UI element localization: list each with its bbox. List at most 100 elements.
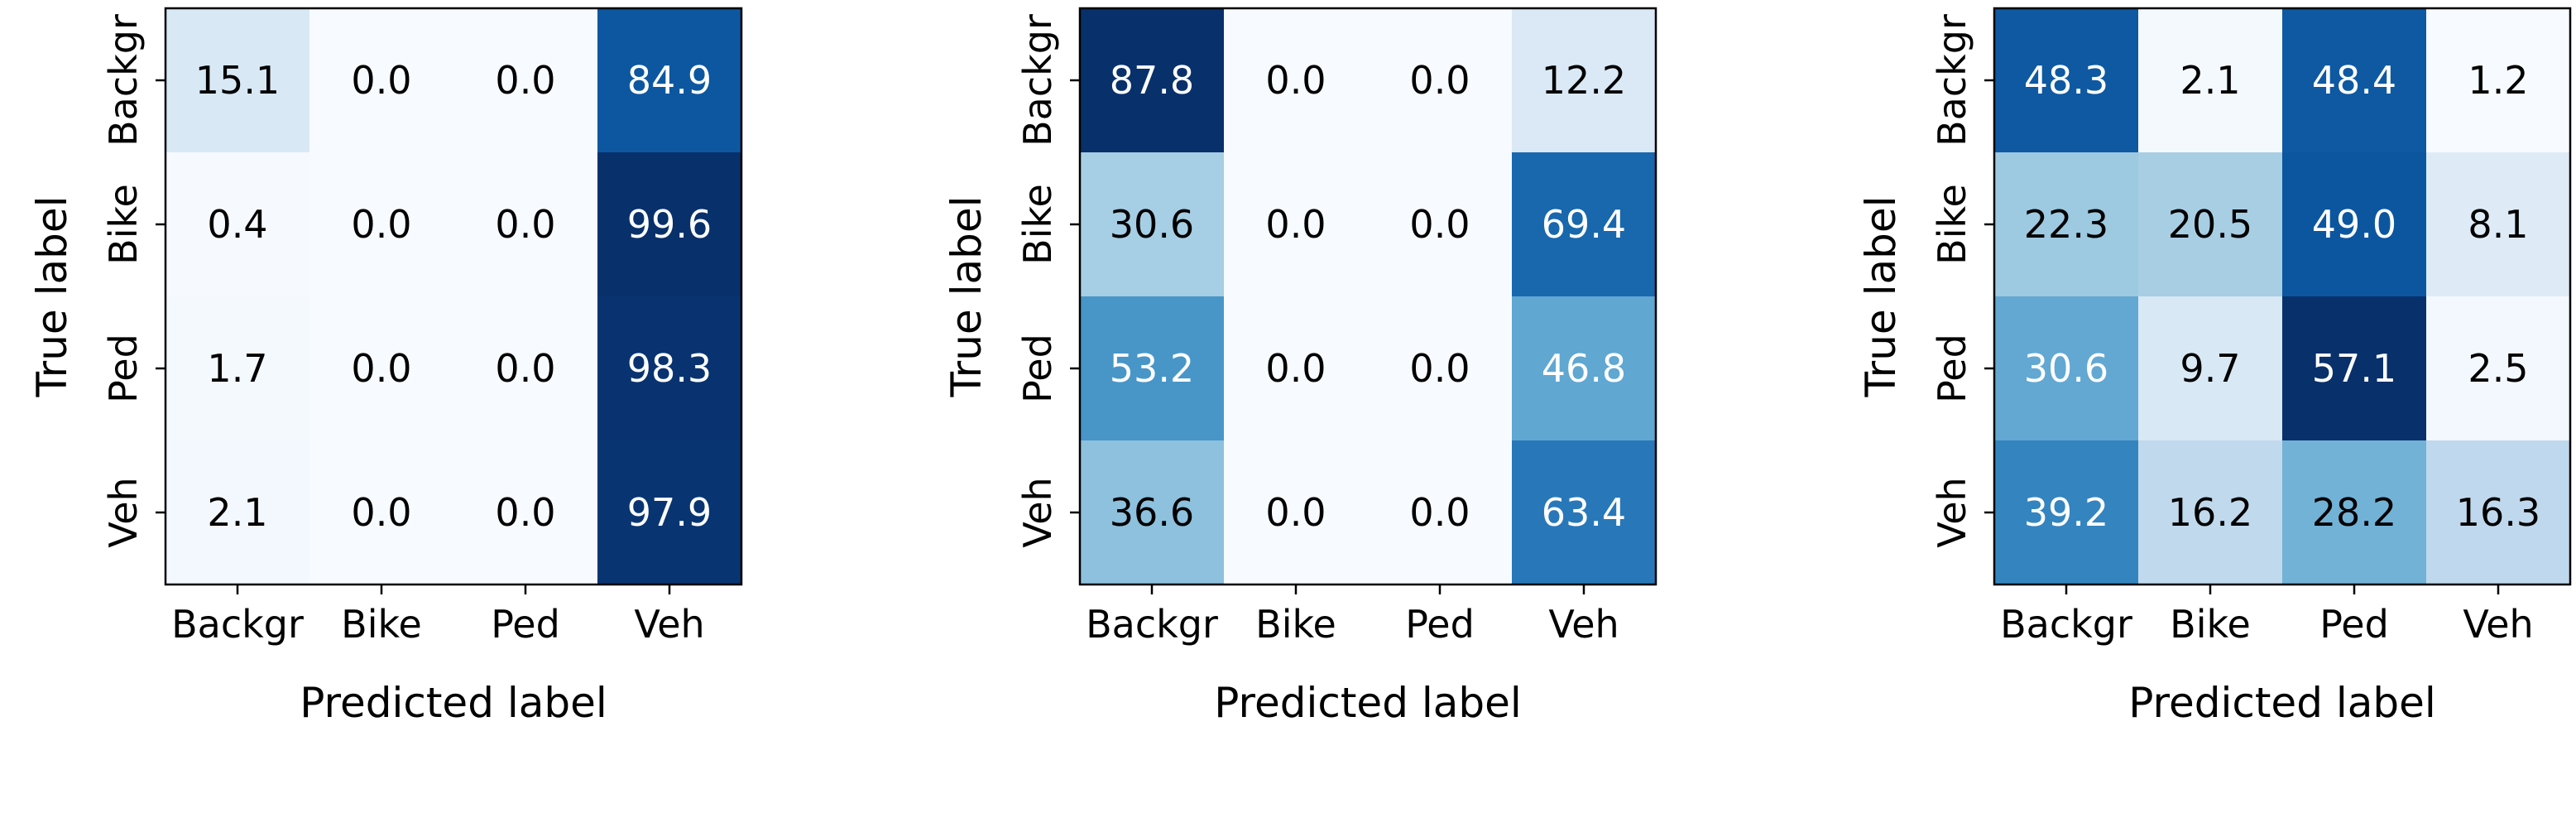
heatmap-cell (2138, 296, 2282, 440)
cell-value-label: 30.6 (2024, 346, 2108, 391)
cell-value-label: 53.2 (1110, 346, 1194, 391)
heatmap-cell (1512, 440, 1656, 584)
cell-value-label: 98.3 (627, 346, 712, 391)
cell-value-label: 97.9 (627, 490, 712, 535)
cell-value-label: 63.4 (1542, 490, 1626, 535)
heatmap-cell (1080, 152, 1224, 296)
cell-value-label: 0.0 (1265, 346, 1326, 391)
y-tick-label: Ped (1015, 334, 1060, 403)
heatmap-cell (1224, 152, 1368, 296)
x-tick-label: Backgr (1086, 602, 1218, 647)
cell-value-label: 0.0 (351, 58, 411, 103)
cell-value-label: 0.0 (1265, 202, 1326, 247)
cell-value-label: 20.5 (2168, 202, 2252, 247)
heatmap-cell (453, 296, 597, 440)
x-tick-label: Veh (634, 602, 704, 647)
cell-value-label: 15.1 (195, 58, 280, 103)
cell-value-label: 2.1 (2180, 58, 2240, 103)
x-axis-label: Predicted label (300, 679, 607, 727)
cell-value-label: 69.4 (1542, 202, 1626, 247)
cell-value-label: 0.0 (1265, 58, 1326, 103)
cell-value-label: 57.1 (2312, 346, 2396, 391)
heatmap-cell (1368, 8, 1512, 152)
cell-value-label: 12.2 (1542, 58, 1626, 103)
heatmap-cell (2426, 152, 2570, 296)
heatmap-cell (309, 8, 453, 152)
cell-value-label: 0.0 (495, 346, 555, 391)
heatmap-cell (165, 296, 309, 440)
y-tick-label: Ped (1930, 334, 1974, 403)
heatmap-panel-1: Veh Weights15.10.00.084.90.40.00.099.61.… (28, 7, 743, 727)
cell-value-label: 2.5 (2468, 346, 2528, 391)
x-tick-label: Bike (1255, 602, 1336, 647)
heatmap-cell (1994, 296, 2138, 440)
heatmap-cell (1512, 152, 1656, 296)
cell-value-label: 0.0 (351, 202, 411, 247)
y-tick-label: Bike (1930, 184, 1974, 265)
x-tick-label: Ped (1405, 602, 1475, 647)
heatmap-cell (453, 440, 597, 584)
heatmap-cell (165, 152, 309, 296)
cell-value-label: 0.4 (207, 202, 267, 247)
cell-value-label: 46.8 (1542, 346, 1626, 391)
heatmap-cell (1994, 152, 2138, 296)
y-tick-label: Ped (101, 334, 146, 403)
cell-value-label: 16.3 (2456, 490, 2540, 535)
heatmap-cell (2426, 440, 2570, 584)
heatmap-cell (1512, 296, 1656, 440)
heatmap-cell (1224, 440, 1368, 584)
heatmap-cell (1368, 152, 1512, 296)
heatmap-cell (2282, 296, 2426, 440)
heatmap-cell (1512, 8, 1656, 152)
heatmap-cell (1080, 440, 1224, 584)
y-tick-label: Backgr (1015, 14, 1060, 147)
cell-value-label: 28.2 (2312, 490, 2396, 535)
x-tick-label: Veh (2463, 602, 2533, 647)
x-tick-label: Ped (2319, 602, 2389, 647)
heatmap-cell (1080, 8, 1224, 152)
heatmap-cell (597, 296, 741, 440)
heatmap-cell (2138, 152, 2282, 296)
heatmap-panel-3: Distributed Weights48.32.148.41.222.320.… (1857, 7, 2572, 727)
y-tick-label: Backgr (1930, 14, 1974, 147)
heatmap-cell (2426, 8, 2570, 152)
x-axis-label: Predicted label (2128, 679, 2436, 727)
heatmap-cell (2138, 8, 2282, 152)
heatmap-cell (597, 8, 741, 152)
heatmap-cell (597, 152, 741, 296)
heatmap-cell (309, 440, 453, 584)
cell-value-label: 0.0 (495, 202, 555, 247)
plot-frame (164, 7, 743, 586)
cell-value-label: 49.0 (2312, 202, 2396, 247)
y-tick-label: Veh (1930, 477, 1974, 547)
cell-value-label: 36.6 (1110, 490, 1194, 535)
heatmap-cell (453, 152, 597, 296)
heatmap-cell (2282, 440, 2426, 584)
cell-value-label: 1.2 (2468, 58, 2528, 103)
plot-frame (1078, 7, 1657, 586)
cell-value-label: 22.3 (2024, 202, 2108, 247)
cell-value-label: 48.4 (2312, 58, 2396, 103)
cell-value-label: 0.0 (1409, 346, 1470, 391)
heatmap-cell (1080, 296, 1224, 440)
heatmap-cell (165, 8, 309, 152)
x-tick-label: Veh (1548, 602, 1619, 647)
y-axis-label: True label (1857, 195, 1905, 397)
cell-value-label: 0.0 (351, 490, 411, 535)
cell-value-label: 87.8 (1110, 58, 1194, 103)
heatmap-cell (165, 440, 309, 584)
cell-value-label: 0.0 (1409, 202, 1470, 247)
x-axis-label: Predicted label (1214, 679, 1522, 727)
heatmap-cell (1368, 440, 1512, 584)
heatmap-cell (2282, 152, 2426, 296)
heatmap-cell (453, 8, 597, 152)
heatmap-cell (2426, 296, 2570, 440)
heatmap-cell (1994, 8, 2138, 152)
cell-value-label: 16.2 (2168, 490, 2252, 535)
heatmap-cell (309, 296, 453, 440)
cell-value-label: 84.9 (627, 58, 712, 103)
y-tick-label: Veh (101, 477, 146, 547)
cell-value-label: 0.0 (1409, 58, 1470, 103)
cell-value-label: 0.0 (1409, 490, 1470, 535)
plot-frame (1993, 7, 2572, 586)
